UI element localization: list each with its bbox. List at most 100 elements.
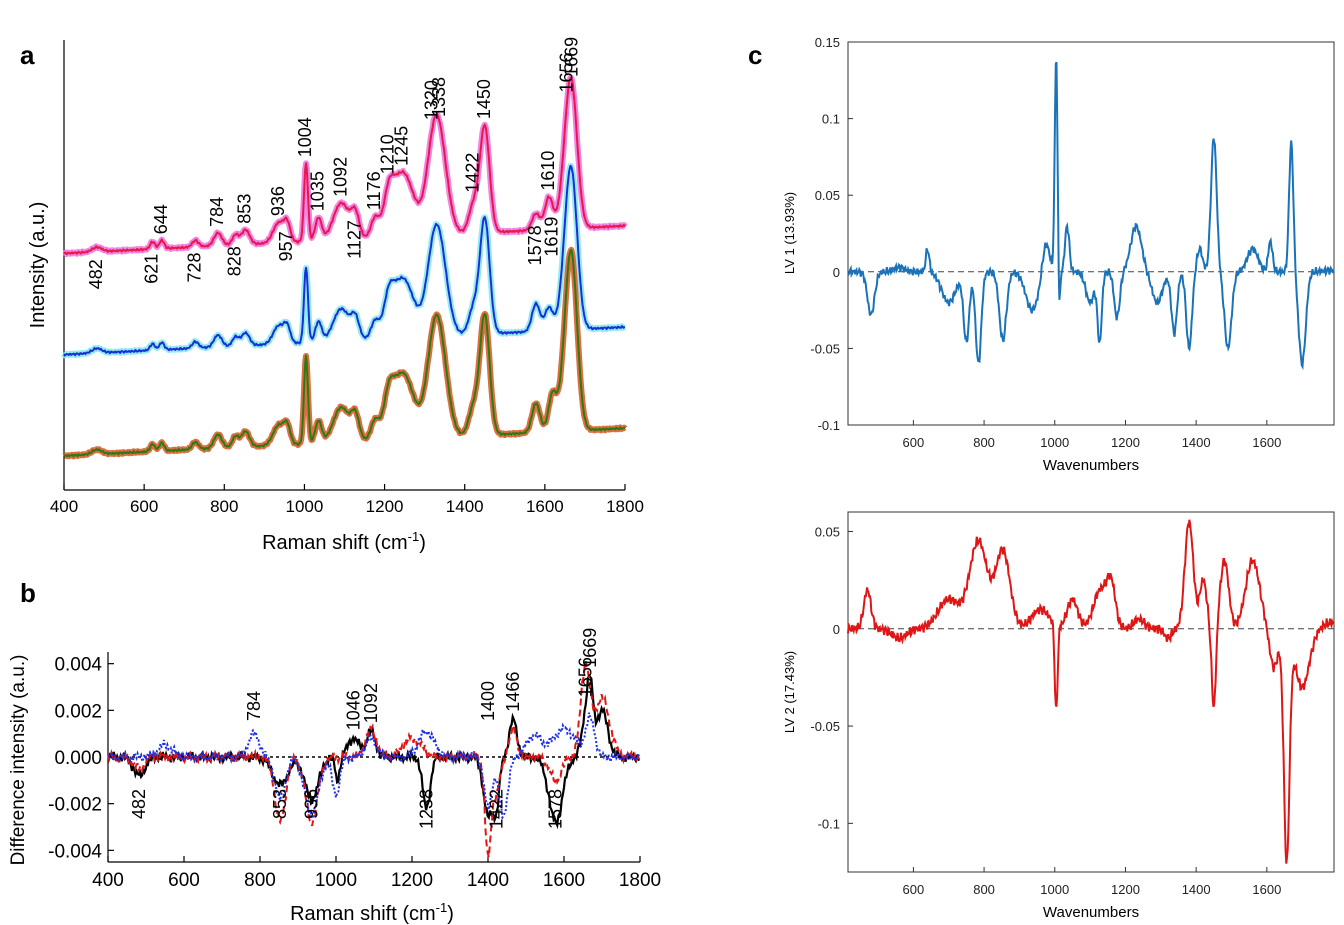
panel-b-peak-label: 1466 — [503, 672, 523, 712]
panel-b-x-tick-label: 1600 — [543, 870, 585, 891]
panel-c-y-tick-label: 0 — [833, 622, 840, 637]
panel-a-x-tick-label: 1600 — [526, 497, 564, 516]
panel-a-peak-label: 1127 — [344, 220, 364, 259]
panel-a-series-line — [63, 248, 626, 458]
panel-c-bottom-xlabel: Wavenumbers — [1043, 904, 1139, 921]
panel-c-top-xlabel: Wavenumbers — [1043, 457, 1139, 474]
panel-b-peak-label: 784 — [244, 691, 264, 721]
panel-c-x-tick-label: 1000 — [1040, 435, 1069, 450]
panel-b-y-tick-label: -0.002 — [48, 795, 102, 816]
panel-c-x-tick-label: 600 — [903, 882, 925, 897]
panel-a-peak-label: 1578 — [525, 225, 545, 265]
panel-b-ylabel: Difference intensity (a.u.) — [8, 655, 29, 866]
panel-a-peak-label: 1035 — [308, 171, 328, 211]
panel-c-y-tick-label: -0.05 — [810, 341, 840, 356]
panel-c-y-tick-label: 0.05 — [815, 188, 840, 203]
panel-b-peak-label: 1656 — [575, 657, 595, 697]
panel-a-peak-label: 728 — [184, 253, 204, 283]
panel-b-xlabel: Raman shift (cm-1) — [290, 900, 454, 925]
panel-b-x-tick-label: 800 — [244, 870, 276, 891]
panel-c-x-tick-label: 600 — [903, 435, 925, 450]
panel-letter-c: c — [748, 40, 762, 70]
panel-a-series-line — [63, 76, 626, 256]
panel-c-x-tick-label: 1400 — [1182, 882, 1211, 897]
panel-a-peak-label: 1610 — [538, 151, 558, 191]
panel-a-peak-label: 1656 — [556, 52, 576, 92]
panel-b-x-tick-label: 1000 — [315, 870, 357, 891]
panel-b-series — [107, 660, 641, 858]
panel-a-ticks: 400 600 800 1000 1200 1400 1600 1800 — [50, 484, 644, 516]
panel-a-xlabel: Raman shift (cm-1) — [262, 529, 426, 554]
panel-a-series-line — [63, 164, 626, 357]
panel-b-ticks: 400 600 800 1000 1200 1400 1600 1800 0.004 0.002 0… — [48, 655, 661, 891]
panel-c-top-chart: 600 800 1000 1200 1400 1600 0.15 0.1 0.05 0 -0.05 -… — [782, 35, 1335, 474]
panel-b-peak-label: 1046 — [344, 690, 364, 730]
panel-b-peak-label: 482 — [129, 789, 149, 819]
panel-a-x-tick-label: 400 — [50, 497, 78, 516]
panel-b-peak-label: 1422 — [486, 789, 506, 829]
panel-a-x-tick-label: 600 — [130, 497, 158, 516]
panel-a-peak-label: 936 — [268, 186, 288, 216]
panel-c-top-series — [847, 61, 1335, 371]
panel-c-bottom-series — [847, 519, 1335, 864]
panel-a-x-tick-label: 1400 — [446, 497, 484, 516]
panel-b-y-tick-label: 0.002 — [54, 701, 102, 722]
panel-b-x-tick-label: 1400 — [467, 870, 509, 891]
panel-b-x-tick-label: 600 — [168, 870, 200, 891]
panel-a-peak-label: 1619 — [542, 217, 562, 257]
panel-a-peak-label: 1004 — [295, 117, 315, 157]
panel-b-peak-label: 1669 — [580, 628, 600, 668]
panel-c-y-tick-label: 0.15 — [815, 35, 840, 50]
panel-letter-a: a — [20, 40, 35, 70]
panel-c-x-tick-label: 800 — [973, 435, 995, 450]
panel-a-x-tick-label: 800 — [210, 497, 238, 516]
panel-a-ylabel: Intensity (a.u.) — [27, 202, 49, 329]
panel-a-series — [63, 76, 626, 458]
panel-a-peak-label: 621 — [142, 254, 162, 284]
panel-b-peak-label: 1238 — [416, 789, 436, 829]
panel-c-y-tick-label: 0.05 — [815, 524, 840, 539]
panel-b-x-tick-label: 1200 — [391, 870, 433, 891]
panel-a-peak-label: 1320 — [422, 80, 442, 120]
panel-a-peak-label: 644 — [151, 204, 171, 234]
panel-a-peak-label: 1245 — [392, 126, 412, 166]
panel-c-bottom-ticks: 600 800 1000 1200 1400 1600 0.05 0 -0.05 -0.1 — [810, 524, 1281, 897]
panel-c-y-tick-label: -0.1 — [818, 816, 840, 831]
panel-b-y-tick-label: -0.004 — [48, 841, 102, 862]
panel-a-x-tick-label: 1200 — [366, 497, 404, 516]
panel-c-top-ticks: 600 800 1000 1200 1400 1600 0.15 0.1 0.05 0 -0.05 -… — [810, 35, 1281, 450]
panel-c-bottom-frame — [847, 511, 1335, 873]
panel-c-x-tick-label: 1200 — [1111, 882, 1140, 897]
panel-c-x-tick-label: 1000 — [1040, 882, 1069, 897]
panel-b-y-tick-label: 0.000 — [54, 748, 102, 769]
panel-a-peak-label: 1450 — [474, 79, 494, 119]
panel-b-peak-label: 1578 — [546, 789, 566, 829]
panel-b-peak-label: 1400 — [478, 681, 498, 721]
panel-c-bottom-ylabel: LV 2 (17.43%) — [782, 651, 797, 733]
panel-b-chart: 400 600 800 1000 1200 1400 1600 1800 0.004 0.002 0… — [8, 628, 661, 925]
panel-b-x-tick-label: 1800 — [619, 870, 661, 891]
panel-a-peak-label: 853 — [235, 194, 255, 224]
panel-b-y-tick-label: 0.004 — [54, 655, 102, 676]
panel-c-y-tick-label: -0.1 — [818, 418, 840, 433]
panel-a-peak-label: 1210 — [378, 134, 398, 174]
panel-a-x-tick-label: 1000 — [286, 497, 324, 516]
panel-a-peak-label: 1176 — [364, 171, 384, 210]
panel-c-y-tick-label: 0 — [833, 265, 840, 280]
panel-a-x-tick-label: 1800 — [606, 497, 644, 516]
panel-c-x-tick-label: 1200 — [1111, 435, 1140, 450]
panel-a-peak-label: 482 — [86, 259, 106, 289]
panel-c-y-tick-label: 0.1 — [822, 112, 840, 127]
panel-a-peak-label: 1092 — [330, 157, 350, 197]
panel-c-bottom-chart: 600 800 1000 1200 1400 1600 0.05 0 -0.05 -0.1 Wav… — [782, 511, 1335, 921]
panel-b-x-tick-label: 400 — [92, 870, 124, 891]
panel-c-top-frame — [847, 41, 1335, 426]
panel-a-peak-label: 1669 — [562, 37, 582, 77]
panel-b-peak-label: 853 — [270, 789, 290, 819]
panel-b-series-line — [107, 660, 641, 858]
panel-letter-b: b — [20, 578, 36, 608]
panel-c-x-tick-label: 1600 — [1252, 435, 1281, 450]
